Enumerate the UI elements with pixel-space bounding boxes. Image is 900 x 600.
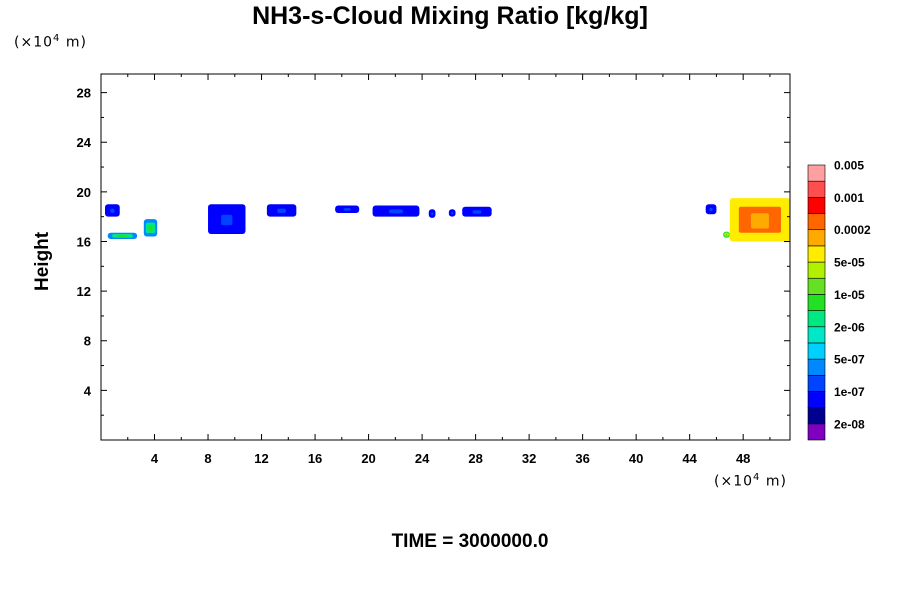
- cloud-core-inner: [277, 208, 287, 213]
- plot-frame: [100, 73, 791, 441]
- y-tick-label: 8: [84, 334, 91, 349]
- colorbar-swatch: [807, 358, 826, 376]
- cloud-core-inner: [388, 209, 404, 214]
- x-unit-scale: 10: [733, 473, 754, 490]
- cloud-core-inner: [431, 212, 434, 216]
- cloud-region: [208, 204, 246, 235]
- cloud-core-inner: [750, 213, 769, 229]
- colorbar-swatch: [807, 326, 826, 344]
- y-axis: 4 8 12 16 20 24 28: [77, 86, 790, 416]
- cloud-region: [729, 198, 790, 242]
- cloud-region: [723, 231, 730, 238]
- x-tick-label: 20: [361, 451, 375, 466]
- chart-title: NH3-s-Cloud Mixing Ratio [kg/kg]: [252, 2, 648, 30]
- y-tick-label: 28: [77, 86, 91, 101]
- y-unit-text: m: [65, 34, 81, 51]
- cloud-core-inner: [343, 208, 351, 211]
- cloud-region: [428, 209, 436, 218]
- colorbar-label: 5e-07: [834, 353, 865, 367]
- colorbar-label: 0.001: [834, 191, 864, 205]
- cloud-region: [705, 204, 717, 215]
- colorbar-label: 2e-06: [834, 320, 865, 334]
- time-label: TIME = 3000000.0: [391, 531, 549, 552]
- cloud-core-inner: [110, 208, 115, 213]
- cloud-region: [105, 204, 120, 217]
- colorbar-label: 0.0002: [834, 223, 871, 237]
- y-unit-label: (×104 m): [14, 33, 87, 51]
- cloud-core-inner: [221, 214, 233, 226]
- y-unit-exponent: 4: [53, 33, 61, 44]
- cloud-core-inner: [117, 234, 127, 238]
- colorbar-swatch: [807, 245, 826, 263]
- cloud-region: [335, 205, 360, 213]
- x-unit-label: (×104 m): [714, 472, 787, 490]
- x-unit-exponent: 4: [753, 472, 761, 483]
- x-tick-label: 48: [736, 451, 750, 466]
- cloud-region: [143, 219, 158, 237]
- cloud-core-inner: [148, 225, 153, 232]
- colorbar-swatch: [807, 197, 826, 214]
- colorbar-swatch: [807, 261, 826, 279]
- y-tick-label: 4: [84, 383, 92, 398]
- colorbar-swatch: [807, 180, 826, 198]
- colorbar-swatch: [807, 213, 826, 231]
- cloud-core-inner: [725, 233, 728, 236]
- colorbar-swatch: [807, 423, 826, 441]
- colorbar-swatch: [807, 374, 826, 392]
- colorbar-swatch: [807, 164, 826, 182]
- colorbar: 2e-08 1e-07 5e-07 2e-06 1e-05 5e-05 0.0002 0.00…: [807, 159, 871, 441]
- x-tick-label: 44: [682, 451, 697, 466]
- x-unit-text: m: [765, 473, 781, 490]
- y-tick-label: 24: [77, 135, 92, 150]
- cloud-region: [372, 205, 420, 217]
- colorbar-label: 1e-07: [834, 385, 865, 399]
- y-tick-label: 16: [77, 234, 91, 249]
- colorbar-swatch: [807, 277, 826, 295]
- colorbar-swatch: [807, 391, 826, 408]
- y-tick-label: 20: [77, 185, 91, 200]
- cloud-region: [448, 209, 456, 217]
- x-tick-label: 12: [254, 451, 268, 466]
- colorbar-swatch: [807, 342, 826, 360]
- colorbar-swatch: [807, 229, 826, 247]
- cloud-region: [462, 206, 492, 217]
- cloud-layer: [105, 198, 790, 242]
- colorbar-label: 0.005: [834, 159, 864, 173]
- x-tick-label: 8: [204, 451, 211, 466]
- x-tick-label: 32: [522, 451, 536, 466]
- y-tick-label: 12: [77, 284, 91, 299]
- cloud-region: [266, 204, 297, 217]
- x-tick-label: 16: [308, 451, 322, 466]
- colorbar-swatch: [807, 407, 826, 425]
- cloud-region: [107, 232, 138, 240]
- x-tick-label: 36: [575, 451, 589, 466]
- x-tick-label: 28: [468, 451, 482, 466]
- x-axis: 4 8 12 16 20 24 28 32 36 40 44 48: [127, 74, 771, 466]
- colorbar-label: 2e-08: [834, 417, 865, 431]
- x-tick-label: 4: [151, 451, 159, 466]
- cloud-core-inner: [472, 210, 482, 214]
- y-unit-scale: 10: [33, 34, 54, 51]
- cloud-core-inner: [451, 211, 454, 215]
- x-tick-label: 24: [415, 451, 430, 466]
- cloud-core-inner: [709, 207, 713, 212]
- colorbar-swatch: [807, 294, 826, 311]
- colorbar-label: 1e-05: [834, 288, 865, 302]
- colorbar-label: 5e-05: [834, 256, 865, 270]
- x-tick-label: 40: [629, 451, 643, 466]
- colorbar-swatch: [807, 310, 826, 328]
